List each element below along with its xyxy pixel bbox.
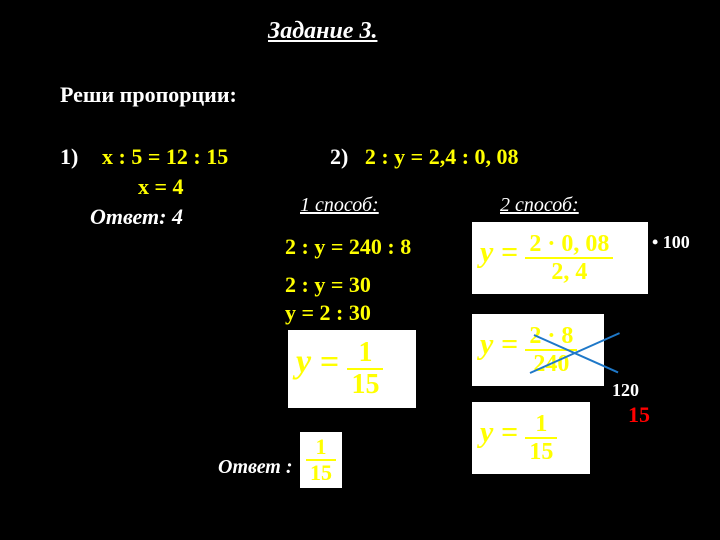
note-15: 15 — [628, 402, 650, 428]
m2-frac3-num: 1 — [525, 412, 557, 437]
m2-frac1: 2 · 0, 08 2, 4 — [525, 232, 613, 284]
m2-frac1-den: 2, 4 — [525, 259, 613, 284]
m1-frac: 1 15 — [347, 339, 383, 399]
prob1-solution: x = 4 — [138, 174, 184, 200]
prompt-text: Реши пропорции: — [60, 82, 237, 108]
prob1-equation: x : 5 = 12 : 15 — [102, 144, 228, 170]
note-120: 120 — [612, 380, 639, 401]
m1-answer-label: Ответ : — [218, 456, 293, 479]
m1-answer-frac: 1 15 — [306, 436, 336, 484]
m1-frac-den: 15 — [347, 370, 383, 399]
m2-frac2-lhs: y = — [480, 328, 525, 361]
m1-answer-frac-den: 15 — [306, 461, 336, 484]
m2-frac2-box: y = 2 · 8 240 — [472, 314, 604, 386]
m1-fraction-box: y = 1 15 — [288, 330, 416, 408]
m1-line1: 2 : y = 240 : 8 — [285, 234, 411, 260]
m2-frac1-lhs: y = — [480, 236, 525, 269]
m1-line3: y = 2 : 30 — [285, 300, 371, 326]
m1-line2: 2 : y = 30 — [285, 272, 371, 298]
m2-frac2-num: 2 · 8 — [525, 324, 577, 349]
m2-frac3-den: 15 — [525, 439, 557, 464]
method1-label: 1 способ: — [300, 194, 379, 217]
prob2-equation: 2 : y = 2,4 : 0, 08 — [365, 144, 519, 169]
m1-frac-num: 1 — [347, 339, 383, 368]
m2-frac3-box: y = 1 15 — [472, 402, 590, 474]
note-times-100b: 00 — [604, 274, 622, 295]
prob2-header: 2) 2 : y = 2,4 : 0, 08 — [330, 144, 519, 170]
m1-frac-lhs: y = — [296, 344, 347, 381]
m1-answer-frac-num: 1 — [306, 436, 336, 459]
m1-answer-frac-box: 1 15 — [300, 432, 342, 488]
prob1-answer: Ответ: 4 — [90, 204, 183, 230]
prob1-num: 1) — [60, 144, 78, 170]
method2-label: 2 способ: — [500, 194, 579, 217]
m2-frac3: 1 15 — [525, 412, 557, 464]
prob2-num: 2) — [330, 144, 348, 169]
m2-frac3-lhs: y = — [480, 416, 525, 449]
note-times-100a: • 100 — [652, 232, 690, 253]
task-title: Задание 3. — [268, 18, 377, 45]
m2-frac1-num: 2 · 0, 08 — [525, 232, 613, 257]
